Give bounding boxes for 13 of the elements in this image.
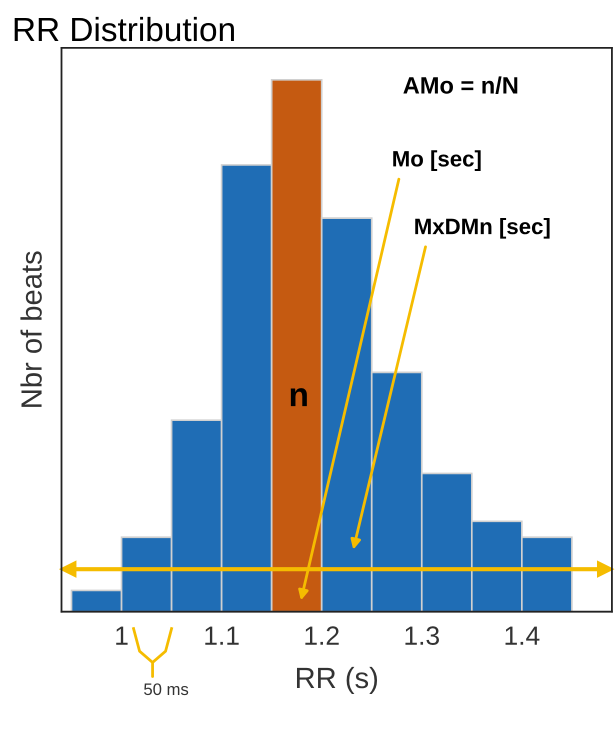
chart-title: RR Distribution <box>14 16 234 42</box>
text: 50 ms <box>144 683 188 696</box>
x-axis-title: RR (s) <box>296 666 378 694</box>
x-tick-label: 1.4 <box>506 626 540 645</box>
x-tick-label: 1.2 <box>305 626 339 645</box>
annotation: Mo [sec] <box>393 150 481 172</box>
annotation: n <box>290 388 307 406</box>
y-axis-title: Nbr of beats <box>20 251 42 407</box>
x-tick-label: 1.3 <box>405 626 439 645</box>
annotation: AMo = n/N <box>403 76 518 94</box>
x-tick-label: 1.1 <box>205 626 239 645</box>
x-tick-label: 1 <box>116 626 128 645</box>
annotation: MxDMn [sec] <box>415 218 550 239</box>
